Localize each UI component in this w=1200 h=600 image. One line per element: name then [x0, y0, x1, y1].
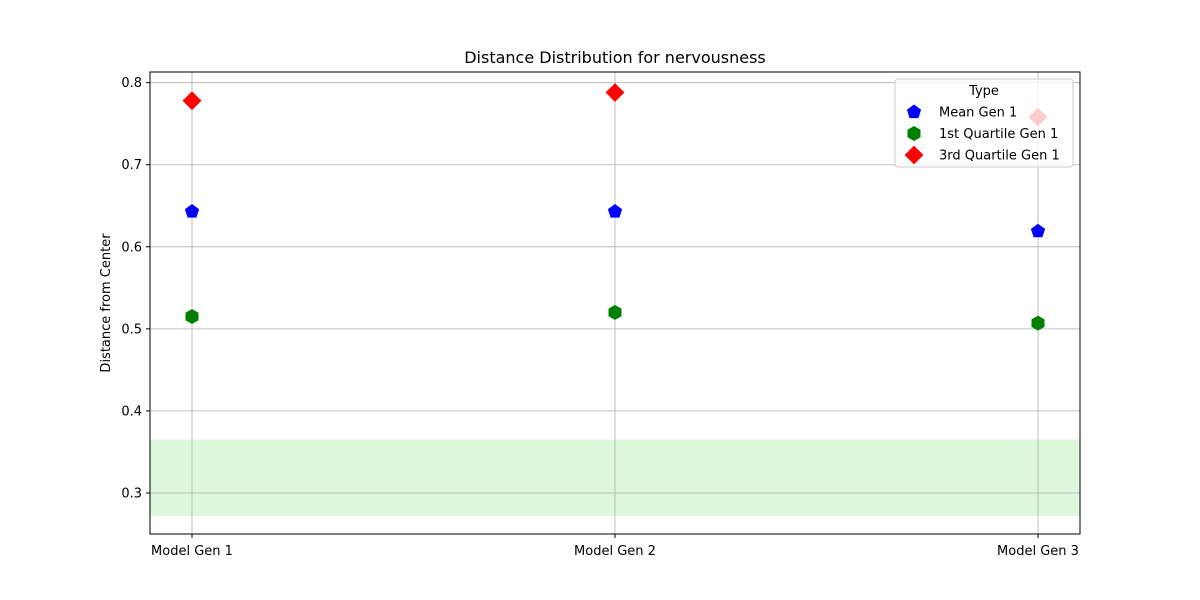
- y-tick-label: 0.3: [121, 486, 142, 501]
- legend-title: Type: [968, 84, 999, 99]
- data-point-diamond: [605, 83, 625, 102]
- y-tick-label: 0.7: [121, 158, 142, 173]
- data-point-pentagon: [184, 204, 200, 218]
- legend-label: 3rd Quartile Gen 1: [939, 149, 1060, 164]
- y-tick-label: 0.8: [121, 76, 142, 91]
- data-point-diamond: [182, 91, 202, 111]
- y-tick-label: 0.6: [121, 240, 142, 255]
- y-tick-label: 0.5: [121, 322, 142, 337]
- y-axis-label: Distance from Center: [99, 233, 114, 373]
- data-point-hexagon: [608, 304, 622, 320]
- legend: Type Mean Gen 1 1st Quartile Gen 1 3rd Qua…: [894, 78, 1074, 168]
- chart-title: Distance Distribution for nervousness: [464, 48, 766, 67]
- legend-marker-diamond: [904, 145, 924, 165]
- legend-label: Mean Gen 1: [939, 106, 1017, 121]
- plot-area: 0.3 0.4 0.5 0.6 0.7 0.8 Model Gen 1 Model Gen 2…: [121, 71, 1081, 559]
- data-point-hexagon: [1031, 315, 1045, 331]
- x-tick-label: Model Gen 3: [997, 544, 1079, 559]
- legend-box: [894, 78, 1074, 168]
- legend-label: 1st Quartile Gen 1: [939, 127, 1058, 142]
- data-point-pentagon: [1030, 223, 1046, 238]
- legend-marker-pentagon: [906, 104, 922, 119]
- data-point-pentagon: [607, 204, 623, 218]
- legend-marker-hexagon: [907, 126, 921, 141]
- y-tick-label: 0.4: [121, 404, 142, 419]
- x-tick-label: Model Gen 2: [574, 544, 656, 559]
- x-tick-label: Model Gen 1: [151, 544, 233, 559]
- data-point-hexagon: [185, 309, 199, 324]
